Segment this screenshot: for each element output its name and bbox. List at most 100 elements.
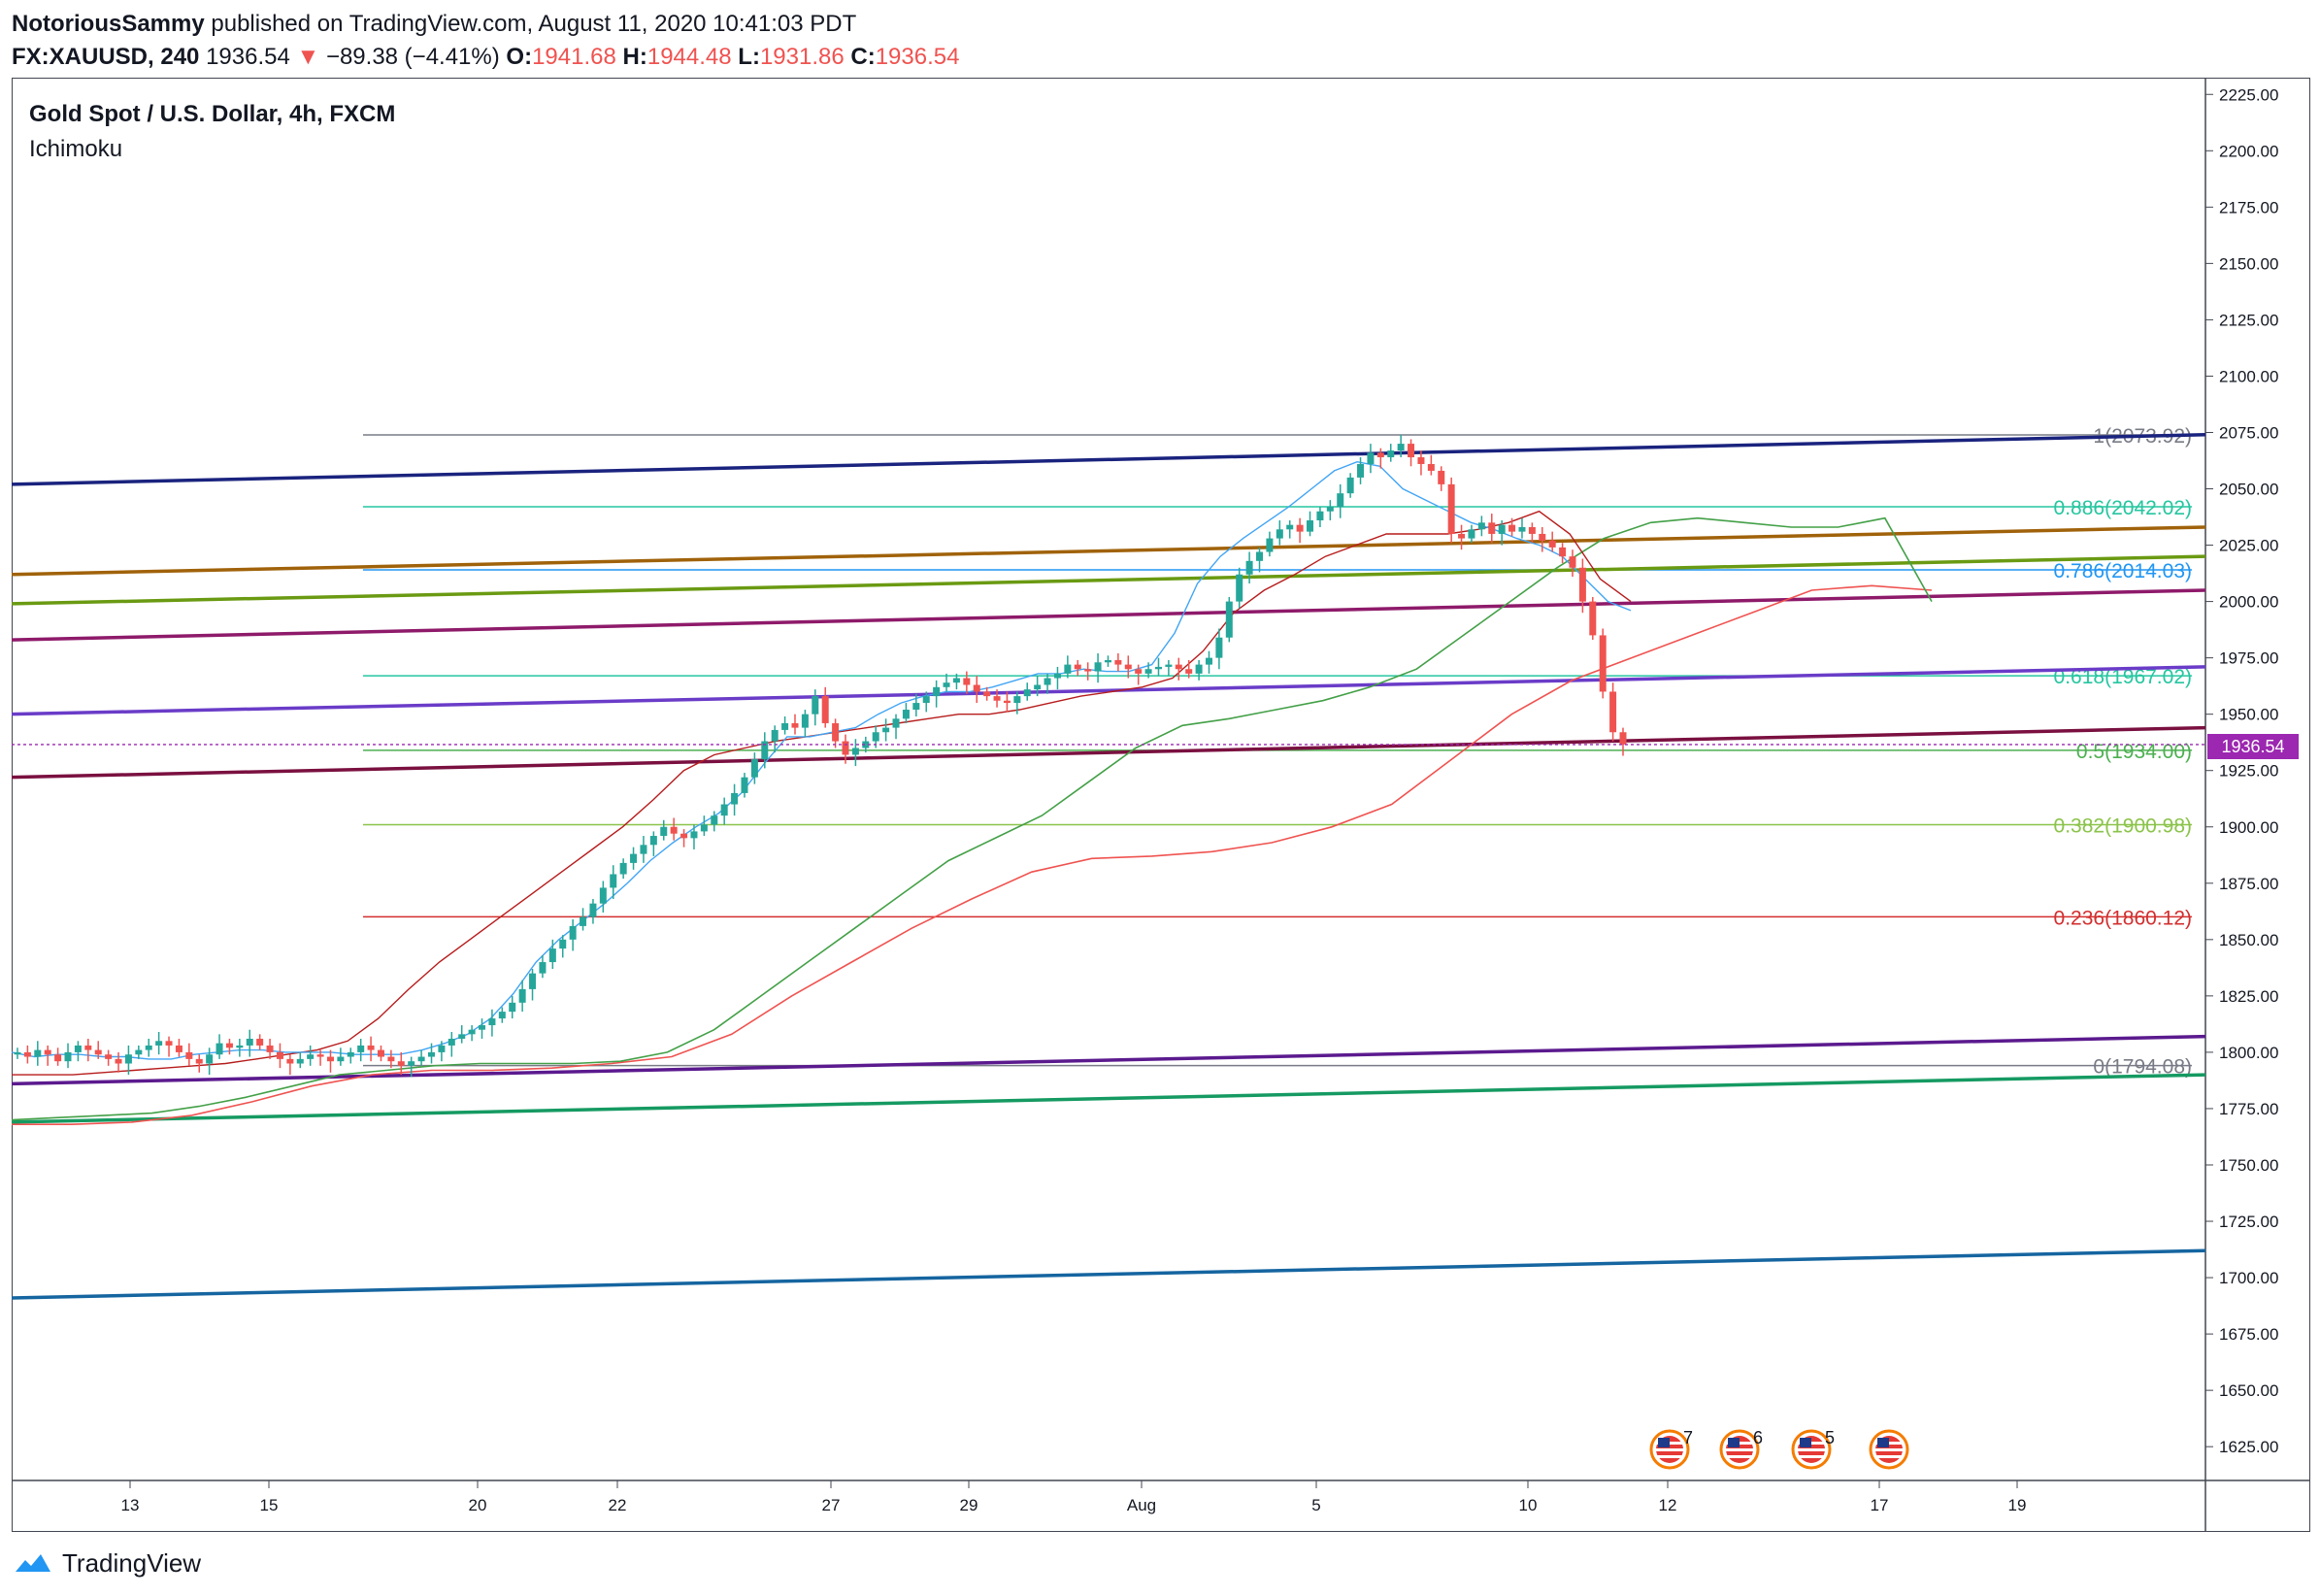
candle-body[interactable] [1074,664,1081,670]
candle-body[interactable] [1599,635,1607,692]
candle-body[interactable] [569,925,577,940]
candle-body[interactable] [983,691,991,697]
candle-body[interactable] [741,777,748,793]
candle-body[interactable] [256,1038,264,1046]
candle-body[interactable] [347,1051,354,1057]
legend-indicator[interactable]: Ichimoku [29,136,123,162]
candle-body[interactable] [1266,538,1274,552]
candle-body[interactable] [1296,524,1304,532]
candle-body[interactable] [580,916,587,926]
candle-body[interactable] [1518,526,1526,532]
candle-body[interactable] [326,1056,334,1062]
candle-body[interactable] [589,903,597,917]
trendline[interactable] [11,554,2206,606]
trendline[interactable] [11,665,2206,716]
candle-body[interactable] [246,1038,253,1046]
candle-body[interactable] [1165,664,1173,667]
candle-body[interactable] [1488,522,1496,534]
candle-body[interactable] [1468,529,1475,539]
candle-body[interactable] [649,836,657,846]
candle-body[interactable] [1023,689,1031,697]
candle-body[interactable] [458,1034,466,1039]
candle-body[interactable] [74,1045,82,1052]
us-flag-icon[interactable]: 7 [1649,1428,1693,1470]
candle-body[interactable] [1367,452,1375,464]
candle-body[interactable] [952,678,960,683]
candle-body[interactable] [1114,659,1122,665]
candle-body[interactable] [1135,669,1143,674]
candle-body[interactable] [892,718,900,728]
candle-body[interactable] [518,988,526,1003]
candle-body[interactable] [175,1045,182,1052]
candle-body[interactable] [1195,664,1203,674]
candle-body[interactable] [1084,669,1092,672]
candle-body[interactable] [771,729,779,742]
brand-name[interactable]: TradingView [62,1547,202,1578]
candle-body[interactable] [630,853,638,863]
candle-body[interactable] [1307,520,1314,532]
candle-body[interactable] [912,703,920,711]
candle-body[interactable] [660,826,668,837]
candle-body[interactable] [640,845,647,854]
candle-body[interactable] [155,1041,163,1046]
candle-body[interactable] [286,1058,294,1064]
candle-body[interactable] [933,686,941,697]
candle-body[interactable] [115,1058,122,1064]
candle-body[interactable] [236,1045,244,1048]
candle-body[interactable] [225,1043,233,1048]
candle-body[interactable] [882,727,890,733]
candle-body[interactable] [1346,477,1354,494]
candle-body[interactable] [1124,664,1132,670]
candle-body[interactable] [973,684,980,692]
candle-body[interactable] [468,1029,476,1035]
candle-body[interactable] [84,1045,92,1050]
candle-body[interactable] [195,1058,203,1064]
candle-body[interactable] [488,1018,496,1026]
candle-body[interactable] [1477,522,1485,530]
candle-body[interactable] [1064,664,1072,674]
us-flag-icon[interactable]: 6 [1719,1428,1763,1470]
candle-body[interactable] [44,1049,51,1055]
candle-body[interactable] [872,732,879,742]
candle-body[interactable] [165,1041,173,1046]
candle-body[interactable] [185,1051,193,1059]
candle-body[interactable] [599,887,607,904]
trendline[interactable] [11,433,2206,486]
candle-body[interactable] [1144,669,1152,674]
candle-body[interactable] [1276,529,1283,539]
candle-body[interactable] [812,696,819,715]
candle-body[interactable] [145,1045,152,1050]
candle-body[interactable] [1559,547,1567,557]
author-name[interactable]: NotoriousSammy [12,11,205,37]
candle-body[interactable] [548,948,556,963]
candle-body[interactable] [1154,666,1162,670]
candle-body[interactable] [1236,574,1243,602]
trendline[interactable] [11,588,2206,642]
candle-body[interactable] [417,1056,425,1062]
candle-body[interactable] [1044,678,1051,685]
candle-body[interactable] [1215,637,1223,658]
candle-body[interactable] [408,1061,415,1066]
candle-body[interactable] [1003,700,1011,704]
candle-body[interactable] [993,696,1001,701]
candle-body[interactable] [943,682,950,687]
candle-body[interactable] [720,804,728,816]
trendline[interactable] [11,525,2206,577]
candle-body[interactable] [1225,601,1233,638]
candle-body[interactable] [447,1038,455,1046]
candle-body[interactable] [23,1051,31,1057]
candle-body[interactable] [1447,483,1455,534]
candle-body[interactable] [1245,560,1253,575]
candle-body[interactable] [963,678,971,685]
candle-body[interactable] [428,1051,436,1057]
candle-body[interactable] [1397,444,1405,451]
candle-body[interactable] [94,1049,102,1055]
candle-body[interactable] [1337,493,1344,508]
candle-body[interactable] [1548,540,1556,548]
candle-body[interactable] [1528,526,1536,534]
candle-body[interactable] [1438,470,1445,484]
candle-body[interactable] [1427,463,1435,471]
candle-body[interactable] [215,1043,223,1055]
candle-body[interactable] [1326,507,1334,512]
candle-body[interactable] [1578,567,1586,602]
